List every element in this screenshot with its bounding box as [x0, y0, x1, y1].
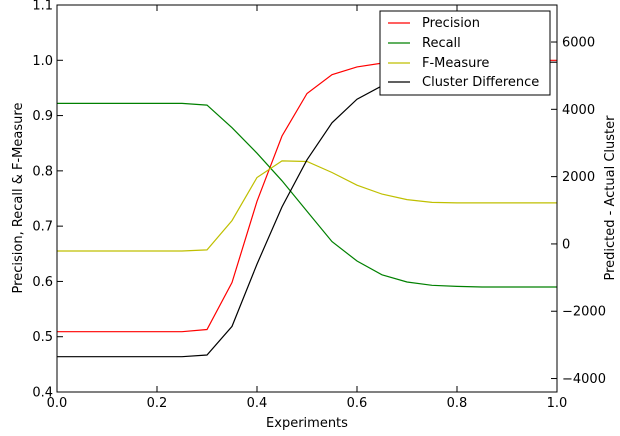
y2-tick-label: 4000 — [562, 103, 595, 118]
y-tick-label: 0.7 — [32, 220, 53, 235]
y-axis-left: 0.4 0.5 0.6 0.7 0.8 0.9 1.0 1.1 — [32, 0, 63, 401]
x-axis-title: Experiments — [266, 416, 348, 431]
y-axis-title: Precision, Recall & F-Measure — [11, 103, 26, 294]
series-line-f-measure — [57, 160, 557, 252]
y-axis-right: −4000 −2000 0 2000 4000 6000 — [551, 36, 606, 387]
x-tick-label: 0.4 — [247, 396, 268, 411]
plot-frame — [56, 4, 558, 393]
legend: Precision Recall F-Measure Cluster Diffe… — [379, 10, 551, 96]
y-tick-label: 0.4 — [32, 386, 53, 401]
y2-axis-title: Predicted - Actual Cluster — [603, 115, 618, 281]
y-tick-label: 0.8 — [32, 164, 53, 179]
y2-tick-label: 2000 — [562, 170, 595, 185]
legend-label-precision: Precision — [422, 16, 480, 31]
x-tick-label: 1.0 — [547, 396, 568, 411]
x-tick-label: 0.6 — [347, 396, 368, 411]
x-tick-label: 0.8 — [447, 396, 468, 411]
y2-tick-label: 6000 — [562, 36, 595, 51]
legend-label-cluster-difference: Cluster Difference — [422, 75, 539, 90]
y-tick-label: 0.6 — [32, 275, 53, 290]
x-tick-label: 0.2 — [147, 396, 168, 411]
x-tick-label: 0.0 — [47, 396, 68, 411]
y-tick-label: 1.1 — [32, 0, 53, 14]
x-axis: 0.0 0.2 0.4 0.6 0.8 1.0 — [47, 5, 568, 411]
y-tick-label: 1.0 — [32, 54, 53, 69]
y2-tick-label: −4000 — [562, 372, 606, 387]
legend-label-f-measure: F-Measure — [422, 56, 489, 71]
legend-box — [379, 10, 551, 96]
legend-label-recall: Recall — [422, 36, 461, 51]
y2-tick-label: −2000 — [562, 305, 606, 320]
y-tick-label: 0.5 — [32, 330, 53, 345]
series-line-recall — [57, 102, 557, 288]
y2-tick-label: 0 — [562, 237, 570, 252]
y-tick-label: 0.9 — [32, 109, 53, 124]
